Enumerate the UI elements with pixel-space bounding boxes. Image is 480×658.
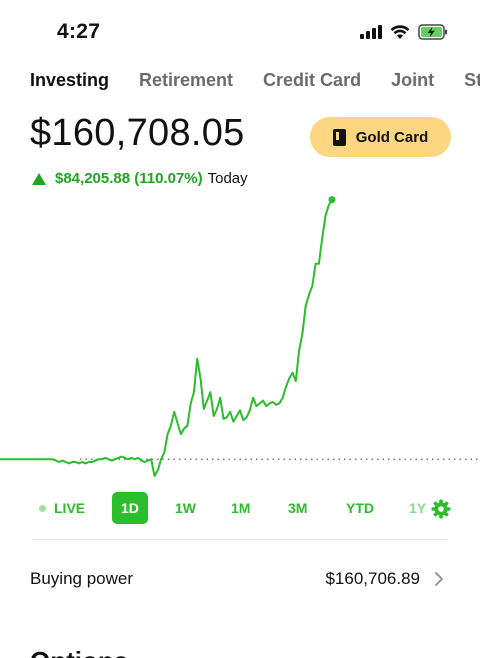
tab-strategies[interactable]: Str — [464, 70, 480, 90]
status-time: 4:27 — [57, 20, 101, 43]
range-1d[interactable]: 1D — [112, 492, 148, 524]
portfolio-change: $84,205.88 (110.07%) Today — [32, 170, 248, 187]
card-icon — [332, 128, 346, 146]
portfolio-chart[interactable] — [0, 190, 480, 480]
range-3m[interactable]: 3M — [288, 500, 308, 516]
triangle-up-icon — [32, 172, 46, 185]
divider — [32, 539, 448, 540]
range-live[interactable]: LIVE — [54, 500, 86, 516]
range-ytd[interactable]: YTD — [346, 500, 374, 516]
status-bar: 4:27 — [0, 0, 480, 62]
range-1m[interactable]: 1M — [231, 500, 251, 516]
portfolio-balance: $160,708.05 — [30, 112, 245, 154]
chevron-right-icon — [435, 572, 443, 586]
chart-line — [0, 199, 333, 477]
buying-power-label: Buying power — [30, 569, 134, 588]
buying-power-value: $160,706.89 — [325, 569, 420, 588]
buying-power-row[interactable]: Buying power $160,706.89 — [0, 556, 480, 602]
account-tabs: Investing Retirement Credit Card Joint S… — [30, 70, 480, 98]
gear-icon[interactable] — [431, 499, 451, 519]
tab-retirement[interactable]: Retirement — [139, 70, 234, 90]
status-icons — [360, 22, 448, 42]
gold-card-label: Gold Card — [355, 128, 429, 146]
wifi-icon — [390, 24, 410, 40]
change-period: Today — [207, 170, 248, 187]
change-value: $84,205.88 (110.07%) — [55, 170, 203, 187]
signal-icon — [360, 25, 382, 39]
gold-card-button[interactable]: Gold Card — [310, 117, 451, 157]
section-heading-options: Options — [30, 646, 128, 658]
chart-end-dot — [328, 196, 336, 204]
battery-charging-icon — [418, 24, 448, 40]
range-1w[interactable]: 1W — [175, 500, 196, 516]
range-1y[interactable]: 1Y — [409, 500, 427, 516]
live-dot-icon — [39, 505, 46, 512]
time-range-selector: LIVE 1D 1W 1M 3M YTD 1Y — [0, 492, 480, 524]
tab-credit-card[interactable]: Credit Card — [263, 70, 362, 90]
tab-investing[interactable]: Investing — [30, 70, 110, 90]
tab-joint[interactable]: Joint — [391, 70, 435, 90]
